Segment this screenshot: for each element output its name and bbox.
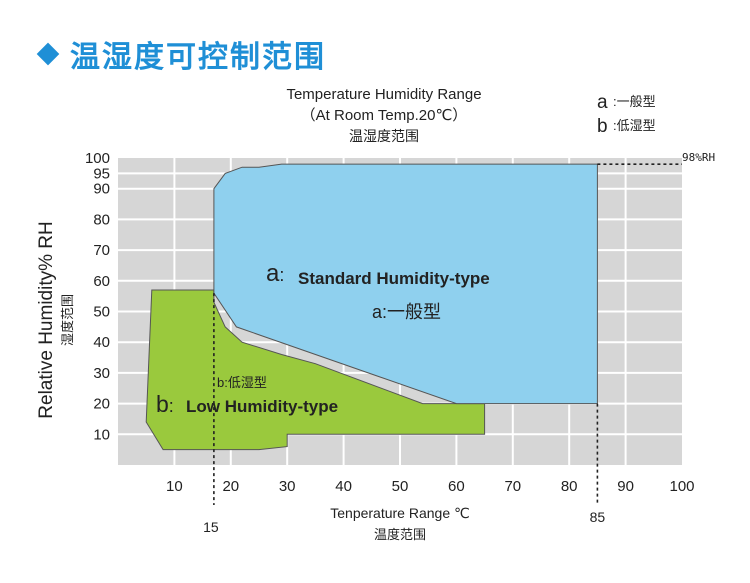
x-tick-labels: 10 20 30 40 50 60 70 80 90 100: [166, 478, 694, 495]
x-tick-label: 90: [617, 478, 634, 495]
page-title: 温湿度可控制范围: [36, 34, 326, 74]
chart-title: Temperature Humidity Range: [286, 86, 481, 103]
region-standard-humidity: [213, 163, 598, 405]
legend-b-key: b: [597, 116, 608, 137]
x-axis-label: Tenperature Range ℃: [330, 505, 469, 521]
legend-b-label: :低湿型: [613, 118, 656, 133]
annotation-85: 85: [590, 509, 606, 525]
chart-subtitle: （At Room Temp.20℃）: [301, 107, 468, 124]
x-axis-label-cn: 温度范围: [374, 527, 426, 542]
x-tick-label: 70: [504, 478, 521, 495]
y-tick-label: 10: [93, 426, 110, 443]
y-tick-label: 20: [93, 396, 110, 413]
x-tick-label: 20: [222, 478, 239, 495]
x-tick-label: 10: [166, 478, 183, 495]
x-tick-label: 40: [335, 478, 352, 495]
y-tick-label: 80: [93, 211, 110, 228]
x-tick-label: 60: [448, 478, 465, 495]
x-tick-label: 50: [392, 478, 409, 495]
y-tick-label: 70: [93, 242, 110, 259]
x-tick-label: 100: [669, 478, 694, 495]
y-axis-label-cn: 湿度范围: [60, 294, 75, 346]
region-a-letter: a:: [266, 260, 284, 287]
region-b-label: Low Humidity-type: [186, 397, 338, 416]
region-a-label: Standard Humidity-type: [298, 269, 490, 288]
heading-text: 温湿度可控制范围: [70, 41, 326, 74]
region-low-humidity: [145, 289, 486, 451]
legend: a :一般型 b :低湿型: [597, 92, 656, 137]
chart-title-cn: 温湿度范围: [349, 128, 419, 144]
y-tick-label: 60: [93, 273, 110, 290]
x-tick-label: 80: [561, 478, 578, 495]
x-tick-label: 30: [279, 478, 296, 495]
legend-a-key: a: [597, 92, 608, 113]
region-b-label-cn: b:低湿型: [217, 375, 267, 390]
legend-a-label: :一般型: [613, 94, 656, 109]
y-tick-label: 50: [93, 304, 110, 321]
region-a-label-cn: a:一般型: [372, 302, 441, 322]
y-axis-label: Relative Humidity% RH: [36, 221, 57, 418]
y-tick-label: 30: [93, 365, 110, 382]
annotation-15: 15: [203, 519, 219, 535]
y-tick-label: 100: [85, 150, 110, 167]
annotation-98rh: 98%RH: [682, 151, 715, 164]
y-tick-label: 40: [93, 334, 110, 351]
y-tick-label: 90: [93, 181, 110, 198]
region-b-letter: b:: [156, 391, 174, 417]
y-tick-label: 95: [93, 165, 110, 182]
